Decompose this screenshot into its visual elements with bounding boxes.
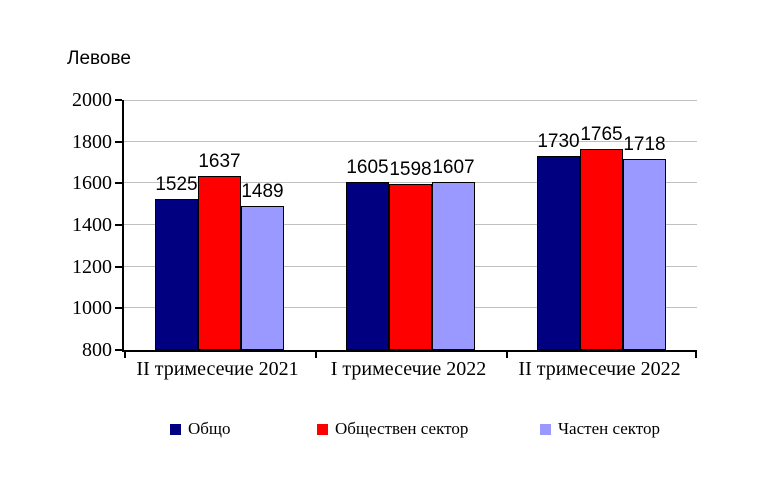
y-axis-tick [115,265,122,268]
legend-label: Общо [188,419,231,438]
legend-item: Общо [170,417,231,441]
x-category-label: II тримесечие 2021 [136,358,299,380]
gridline [124,140,697,142]
legend-label: Обществен сектор [335,419,469,438]
bar [580,149,623,350]
bar [346,182,389,350]
bar-value-label: 1598 [389,159,432,180]
legend-marker [317,423,328,435]
bar [155,199,198,350]
y-axis-tick [115,182,122,185]
bar [623,159,666,350]
y-tick-label: 1000 [72,297,112,320]
y-tick-label: 1400 [72,214,112,236]
y-tick-label: 1600 [72,172,112,195]
bar-value-label: 1637 [198,151,241,172]
x-category-label: I тримесечие 2022 [330,358,487,380]
legend-marker [170,423,181,435]
x-axis-tick [695,352,697,358]
gridline [124,182,697,184]
bar [432,182,475,350]
bar [198,176,241,350]
bar-value-label: 1525 [155,174,198,195]
x-category-label: II тримесечие 2022 [518,358,681,380]
legend-item: Обществен сектор [317,417,468,441]
bar-value-label: 1765 [580,124,623,145]
bar-value-label: 1605 [346,157,389,178]
y-tick-label: 1800 [72,130,112,153]
bar-value-label: 1730 [537,131,580,152]
bar [241,206,284,350]
y-axis-tick [115,224,122,226]
bar-value-label: 1718 [623,134,666,155]
bar-value-label: 1489 [241,181,284,202]
legend: Общо Обществен сектор Частен сектор [0,417,776,443]
legend-marker [540,423,551,435]
y-tick-label: 1200 [72,255,112,278]
y-axis-tick [115,307,122,310]
y-tick-label: 800 [82,339,112,361]
x-axis-tick [506,352,508,358]
legend-label: Частен сектор [558,419,660,438]
y-axis-tick [115,349,122,351]
x-axis-tick [124,352,126,358]
x-axis-tick [315,352,317,358]
plot-area: 1525 1637 1489 1605 1598 1607 1730 1765 1718 [115,99,697,358]
y-tick-label: 2000 [72,89,112,111]
bar-value-label: 1607 [432,157,475,178]
bar [389,184,432,350]
gridline [124,100,697,101]
y-axis-tick [115,99,122,101]
chart-title: Левове [67,48,131,69]
legend-item: Частен сектор [540,417,660,441]
y-axis-tick [115,140,122,143]
bar [537,156,580,350]
